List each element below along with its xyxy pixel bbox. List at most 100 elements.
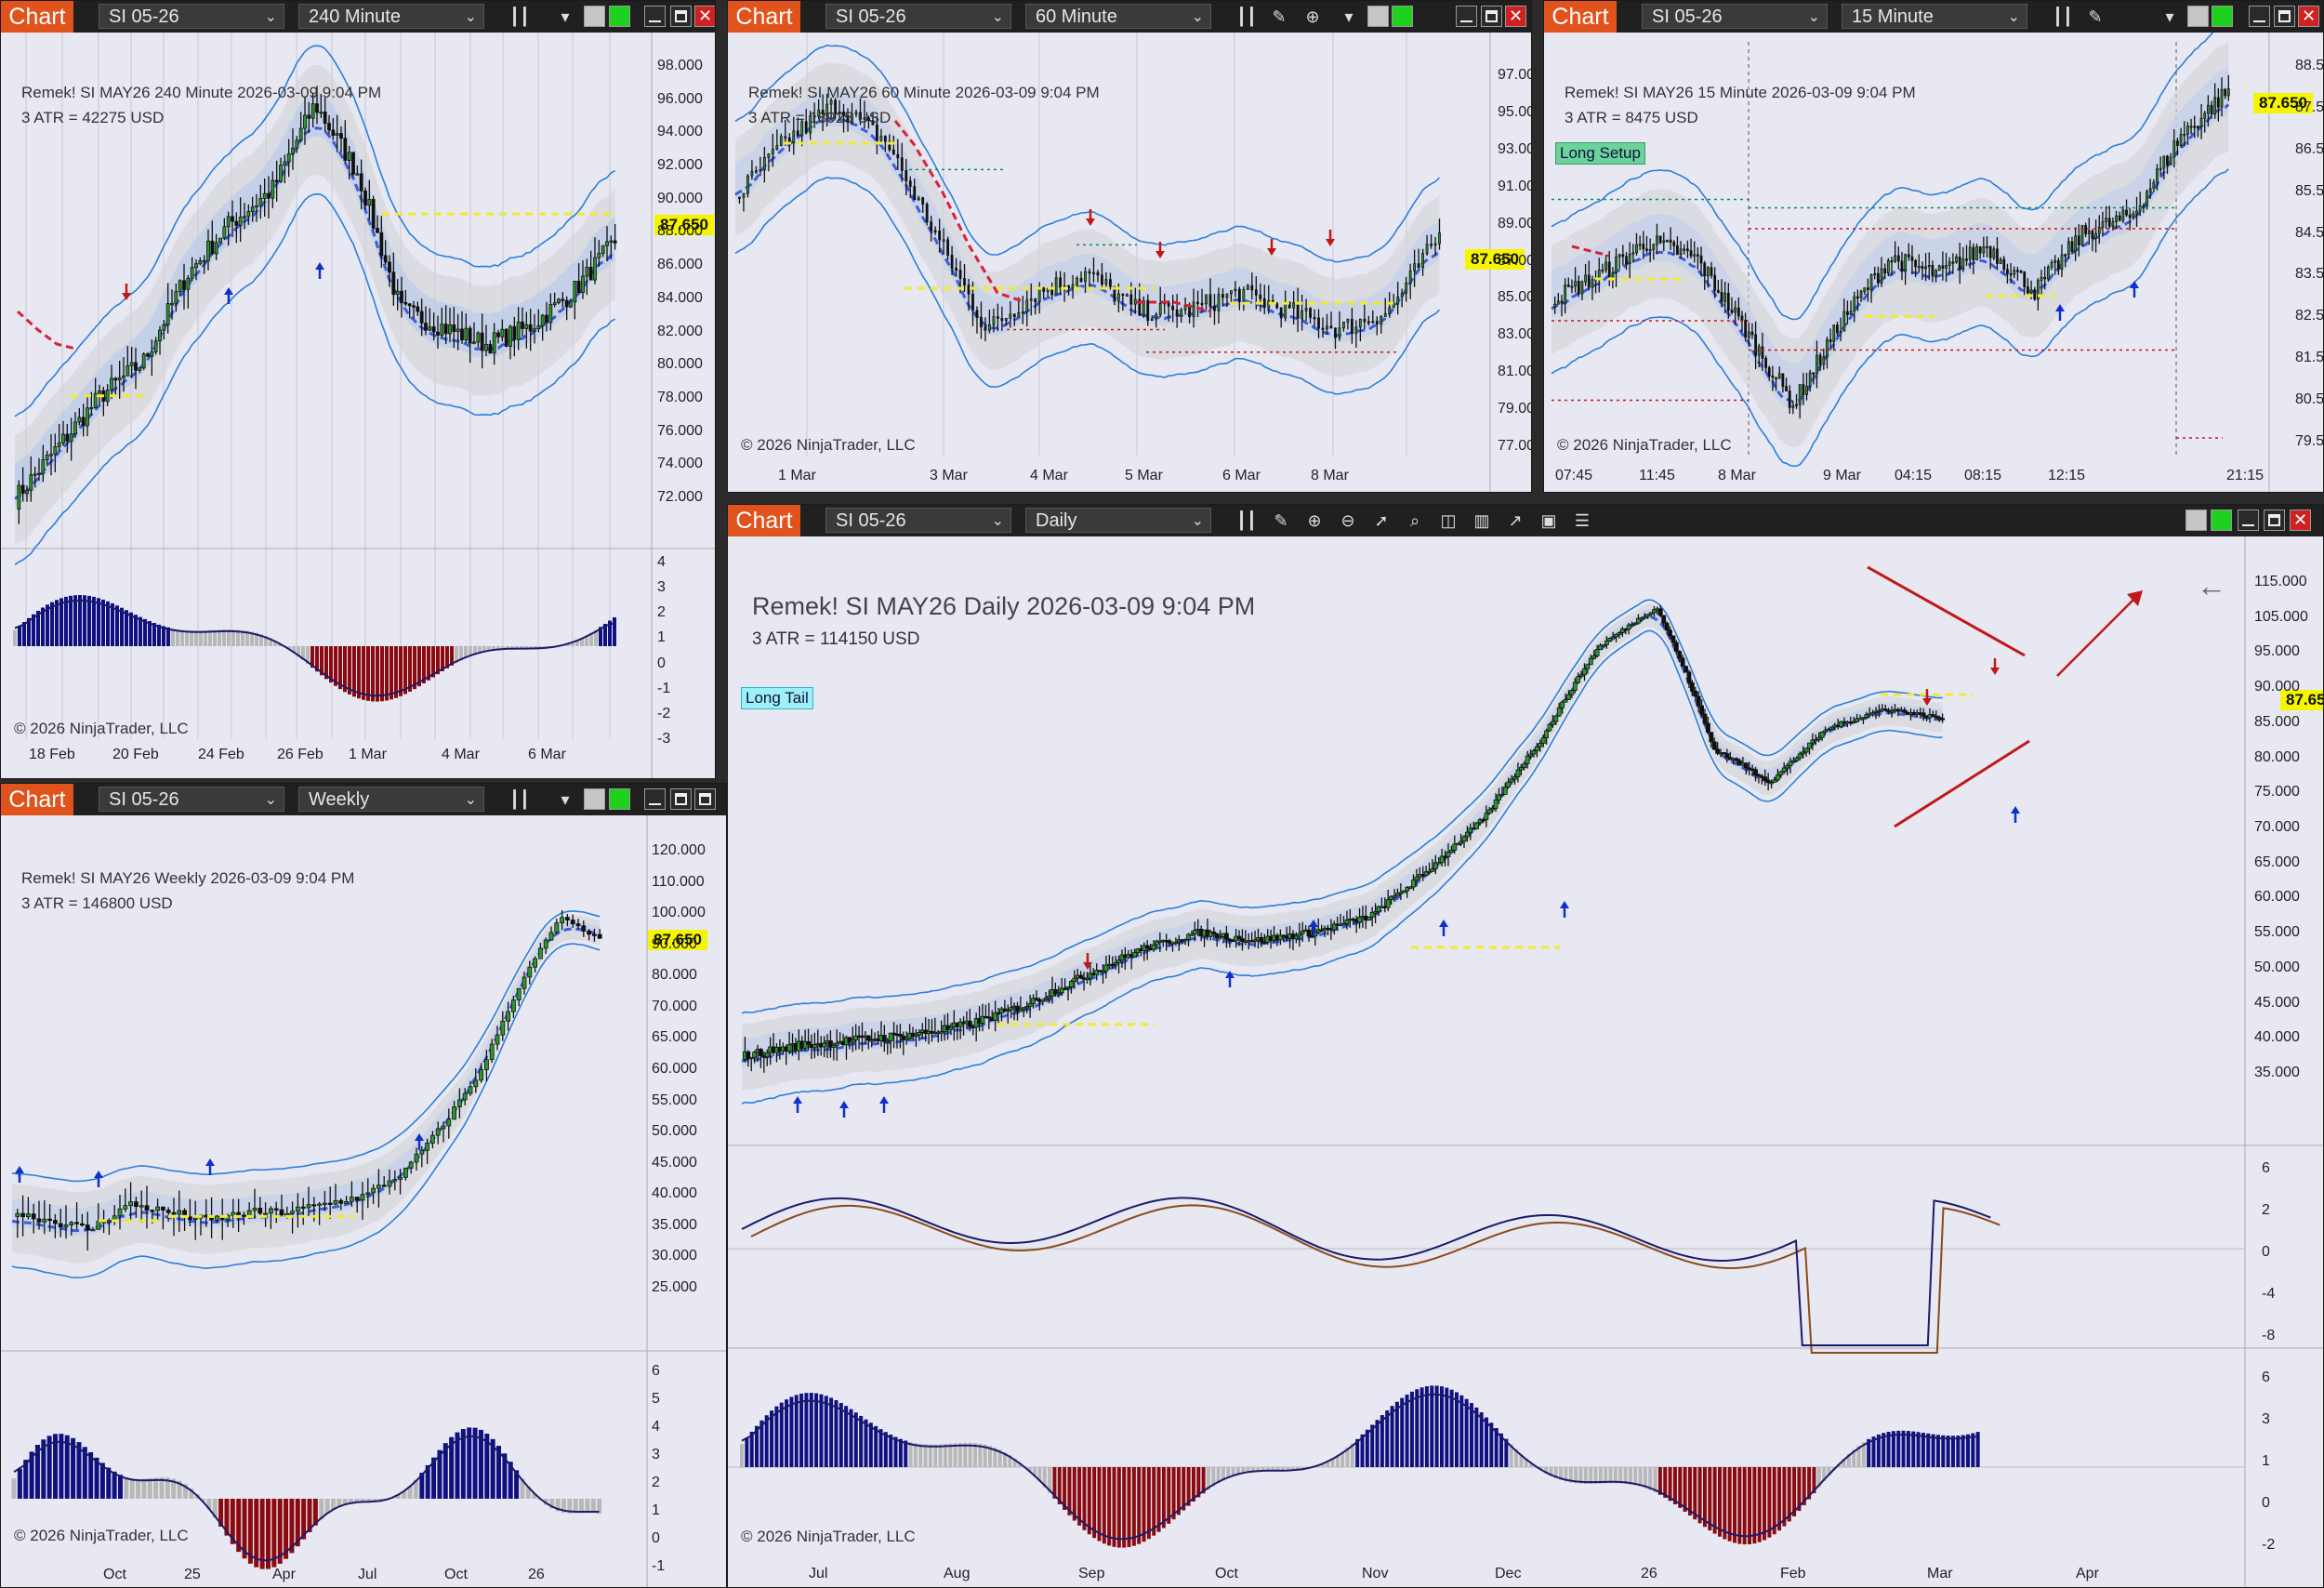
bar-chart-icon[interactable]: ┃┃ xyxy=(509,790,530,809)
chevron-down-icon[interactable]: ▾ xyxy=(561,790,570,809)
candle-up xyxy=(319,112,324,114)
candle-up xyxy=(1822,356,1826,365)
maximize-button[interactable] xyxy=(2274,6,2295,27)
grey-button[interactable] xyxy=(584,788,605,810)
chart-plot-area[interactable]: Remek! SI MAY26 15 Minute 2026-03-09 9:0… xyxy=(1544,33,2323,492)
instrument-select[interactable]: SI 05-26 ⌄ xyxy=(99,787,284,812)
close-button[interactable]: ✕ xyxy=(2290,509,2311,531)
list-icon[interactable]: ☰ xyxy=(1574,511,1591,530)
grey-button[interactable] xyxy=(2187,6,2209,27)
candle-up xyxy=(1569,690,1575,695)
interval-select[interactable]: 15 Minute ⌄ xyxy=(1842,4,2027,29)
chart-tab[interactable]: Chart xyxy=(728,505,800,536)
chart-tab[interactable]: Chart xyxy=(1,1,73,33)
candle-down xyxy=(85,1224,90,1231)
maximize-button[interactable] xyxy=(670,6,692,27)
link-button[interactable] xyxy=(609,788,630,810)
strategies-icon[interactable]: ↗ xyxy=(1508,511,1523,530)
link-button[interactable] xyxy=(2212,6,2233,27)
interval-select[interactable]: 60 Minute ⌄ xyxy=(1025,4,1211,29)
chart-tab[interactable]: Chart xyxy=(1,784,73,815)
bar-chart-icon[interactable]: ┃┃ xyxy=(1236,511,1257,530)
bar-chart-icon[interactable]: ┃┃ xyxy=(1236,7,1257,26)
chart-plot-area[interactable]: Remek! SI MAY26 Weekly 2026-03-09 9:04 P… xyxy=(1,815,726,1587)
bar-chart-icon[interactable]: ┃┃ xyxy=(2053,7,2073,26)
date-axis-label: Mar xyxy=(1927,1566,1953,1581)
maximize-button[interactable] xyxy=(2264,509,2285,531)
maximize-button[interactable] xyxy=(1481,6,1502,27)
chart-plot-area[interactable]: Remek! SI MAY26 240 Minute 2026-03-09 9:… xyxy=(1,33,715,778)
oscillator-bar xyxy=(1856,1445,1861,1467)
candle-up xyxy=(1538,743,1543,748)
link-button[interactable] xyxy=(609,6,630,27)
pencil-icon[interactable]: ✎ xyxy=(1272,7,1287,26)
chevron-down-icon[interactable]: ▾ xyxy=(2165,7,2174,26)
zoom-in-icon[interactable]: ⊕ xyxy=(1307,511,1322,530)
candle-down xyxy=(784,136,787,139)
instrument-select[interactable]: SI 05-26 ⌄ xyxy=(825,4,1011,29)
grey-button[interactable] xyxy=(584,6,605,27)
templates-icon[interactable]: ▣ xyxy=(1540,511,1557,530)
minimize-button[interactable] xyxy=(1456,6,1477,27)
pencil-icon[interactable]: ✎ xyxy=(1274,511,1288,530)
oscillator-bar xyxy=(1221,1467,1225,1481)
pointer-icon[interactable]: ➚ xyxy=(1374,511,1389,530)
oscillator-bar xyxy=(259,1499,265,1569)
data-box-icon[interactable]: ⌕ xyxy=(1409,511,1420,530)
interval-select[interactable]: Weekly ⌄ xyxy=(298,787,484,812)
link-button[interactable] xyxy=(2211,509,2232,531)
oscillator-bar xyxy=(464,646,468,659)
zoom-in-icon[interactable]: ⊕ xyxy=(1305,7,1320,26)
chart-plot-area[interactable]: Remek! SI MAY26 Daily 2026-03-09 9:04 PM… xyxy=(728,536,2323,1587)
oscillator-bar xyxy=(17,1468,22,1499)
close-button[interactable]: ✕ xyxy=(1505,6,1526,27)
chart-tab[interactable]: Chart xyxy=(728,1,800,33)
properties-icon[interactable]: ◫ xyxy=(1440,511,1457,530)
candle-up xyxy=(1693,254,1697,257)
minimize-button[interactable] xyxy=(644,788,666,810)
close-button[interactable] xyxy=(694,788,716,810)
grey-button[interactable] xyxy=(1367,6,1389,27)
instrument-select[interactable]: SI 05-26 ⌄ xyxy=(825,508,1011,533)
candle-up xyxy=(231,1211,236,1216)
oscillator-bar xyxy=(1489,1423,1494,1467)
chevron-down-icon[interactable]: ▾ xyxy=(1344,7,1353,26)
oscillator-bar xyxy=(859,1415,864,1467)
zoom-out-icon[interactable]: ⊖ xyxy=(1340,511,1355,530)
close-button[interactable]: ✕ xyxy=(694,6,715,27)
interval-select[interactable]: Daily ⌄ xyxy=(1025,508,1211,533)
link-button[interactable] xyxy=(1392,6,1413,27)
pencil-icon[interactable]: ✎ xyxy=(2088,7,2103,26)
oscillator-bar xyxy=(1271,1467,1275,1472)
oscillator-bar xyxy=(1687,1467,1692,1516)
candle-down xyxy=(65,433,70,443)
signal-arrow-down-head xyxy=(1267,248,1276,256)
instrument-select[interactable]: SI 05-26 ⌄ xyxy=(1642,4,1828,29)
maximize-button[interactable] xyxy=(670,788,692,810)
candle-down xyxy=(1012,313,1016,317)
oscillator-bar xyxy=(337,1499,342,1507)
instrument-select[interactable]: SI 05-26 ⌄ xyxy=(99,4,284,29)
chart-svg xyxy=(1544,33,2270,492)
chart-plot-area[interactable]: Remek! SI MAY26 60 Minute 2026-03-09 9:0… xyxy=(728,33,1531,492)
interval-select[interactable]: 240 Minute ⌄ xyxy=(298,4,484,29)
candle-up xyxy=(25,1213,31,1218)
bar-chart-icon[interactable]: ┃┃ xyxy=(509,7,530,26)
back-arrow-icon[interactable]: ← xyxy=(2197,569,2226,602)
candle-up xyxy=(1421,253,1424,269)
indicators-icon[interactable]: ▥ xyxy=(1473,511,1490,530)
close-button[interactable]: ✕ xyxy=(2298,6,2319,27)
minimize-button[interactable] xyxy=(644,6,666,27)
candle-down xyxy=(58,1223,63,1228)
oscillator-bar xyxy=(445,646,449,668)
minimize-button[interactable] xyxy=(2249,6,2270,27)
chevron-down-icon[interactable]: ▾ xyxy=(561,7,570,26)
chart-tab[interactable]: Chart xyxy=(1544,1,1617,33)
price-axis-label: 3 xyxy=(657,579,666,596)
grey-button[interactable] xyxy=(2185,509,2207,531)
candle-up xyxy=(1794,757,1800,761)
candle-up xyxy=(1425,244,1429,255)
oscillator-bar xyxy=(1797,1467,1802,1512)
date-axis-label: 12:15 xyxy=(2048,468,2086,483)
minimize-button[interactable] xyxy=(2238,509,2259,531)
